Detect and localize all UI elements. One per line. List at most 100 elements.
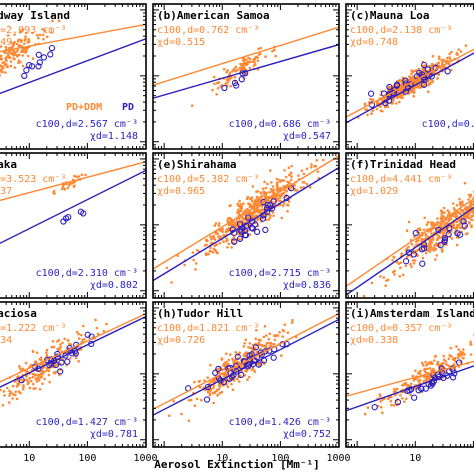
- pd-ddm-point: [233, 75, 237, 79]
- pd-ddm-point: [96, 332, 100, 336]
- pd-ddm-point: [424, 251, 428, 255]
- pd-ddm-fit-line: [346, 48, 474, 118]
- pd-ddm-point: [13, 51, 17, 54]
- pd-ddm-point: [14, 390, 17, 394]
- pd-ddm-point: [431, 238, 435, 241]
- pd-ddm-stat: c100,d=0.762 cm⁻³: [157, 25, 259, 36]
- pd-ddm-point: [461, 210, 465, 213]
- pd-ddm-point: [305, 167, 309, 171]
- pd-ddm-point: [409, 262, 412, 266]
- pd-ddm-point: [242, 65, 245, 69]
- pd-ddm-point: [309, 166, 313, 169]
- pd-ddm-point: [469, 204, 472, 207]
- pd-ddm-point: [393, 387, 396, 391]
- pd-ddm-point: [77, 175, 81, 178]
- pd-ddm-point: [378, 394, 382, 398]
- pd-point: [446, 224, 453, 232]
- pd-ddm-point: [236, 377, 239, 381]
- x-tick-label: 1000: [133, 453, 157, 464]
- pd-ddm-point: [412, 94, 416, 98]
- pd-point: [259, 215, 267, 222]
- pd-ddm-point: [230, 222, 234, 225]
- pd-ddm-stat: χd=0.338: [350, 335, 398, 346]
- pd-ddm-point: [259, 191, 263, 195]
- pd-ddm-point: [458, 354, 462, 358]
- pd-ddm-point: [21, 54, 25, 57]
- pd-ddm-point: [379, 105, 382, 109]
- pd-ddm-point: [279, 180, 282, 184]
- pd-ddm-point: [221, 230, 224, 233]
- pd-ddm-point: [459, 203, 462, 207]
- pd-ddm-point: [273, 48, 276, 52]
- pd-point: [371, 404, 378, 411]
- pd-ddm-point: [253, 208, 257, 211]
- pd-ddm-point: [451, 367, 454, 371]
- pd-ddm-point: [5, 65, 9, 69]
- pd-ddm-point: [395, 84, 399, 87]
- pd-ddm-point: [18, 367, 22, 370]
- pd-ddm-point: [269, 343, 272, 347]
- pd-ddm-point: [3, 51, 6, 54]
- pd-point: [236, 220, 244, 228]
- pd-ddm-point: [460, 352, 463, 356]
- pd-ddm-point: [226, 246, 229, 249]
- pd-ddm-point: [21, 387, 25, 391]
- pd-ddm-point: [180, 412, 183, 416]
- pd-ddm-fit-line: [0, 312, 146, 383]
- pd-ddm-point: [50, 31, 53, 34]
- pd-ddm-point: [218, 367, 221, 370]
- pd-ddm-point: [266, 182, 269, 186]
- pd-ddm-point: [457, 348, 461, 351]
- pd-ddm-point: [221, 368, 224, 372]
- pd-ddm-point: [0, 64, 2, 67]
- pd-ddm-point: [439, 224, 442, 227]
- pd-point: [203, 396, 211, 403]
- pd-ddm-point: [9, 60, 13, 63]
- pd-ddm-point: [67, 342, 71, 346]
- pd-point: [264, 202, 271, 209]
- pd-ddm-point: [243, 342, 246, 345]
- pd-ddm-point: [242, 202, 245, 205]
- pd-ddm-stat: χd=0.748: [350, 37, 398, 48]
- pd-ddm-point: [235, 211, 239, 214]
- pd-ddm-point: [291, 318, 294, 322]
- pd-ddm-point: [213, 248, 217, 252]
- pd-ddm-point: [21, 367, 25, 371]
- pd-ddm-point: [248, 202, 252, 206]
- pd-ddm-point: [309, 186, 312, 189]
- pd-stat: c100,d=2.715 cm⁻³: [229, 268, 331, 279]
- pd-ddm-point: [0, 45, 3, 48]
- pd-ddm-point: [258, 198, 261, 202]
- pd-ddm-point: [190, 104, 194, 107]
- pd-ddm-point: [459, 212, 462, 215]
- pd-ddm-point: [432, 249, 436, 252]
- pd-ddm-point: [268, 191, 272, 194]
- pd-ddm-point: [11, 52, 15, 55]
- x-tick-label: 1000: [326, 453, 350, 464]
- pd-ddm-point: [31, 372, 35, 376]
- pd-ddm-point: [375, 107, 379, 111]
- pd-ddm-point: [384, 284, 388, 288]
- pd-ddm-point: [54, 370, 58, 374]
- pd-ddm-point: [431, 54, 435, 58]
- pd-ddm-point: [449, 218, 453, 221]
- pd-ddm-point: [251, 60, 254, 63]
- pd-ddm-point: [32, 387, 35, 391]
- pd-point: [23, 67, 30, 74]
- pd-point: [50, 357, 58, 365]
- pd-ddm-point: [432, 372, 436, 376]
- pd-ddm-point: [238, 66, 242, 70]
- pd-point: [402, 77, 409, 84]
- pd-ddm-point: [277, 194, 281, 197]
- pd-ddm-point: [255, 195, 259, 199]
- pd-ddm-point: [209, 235, 212, 239]
- pd-ddm-point: [364, 108, 367, 111]
- pd-ddm-point: [450, 50, 453, 54]
- pd-ddm-point: [395, 102, 398, 105]
- pd-ddm-point: [225, 70, 228, 74]
- pd-ddm-point: [431, 80, 435, 84]
- pd-ddm-point: [227, 227, 230, 230]
- pd-ddm-point: [254, 63, 257, 66]
- pd-ddm-point: [454, 215, 457, 218]
- pd-ddm-point: [426, 244, 430, 248]
